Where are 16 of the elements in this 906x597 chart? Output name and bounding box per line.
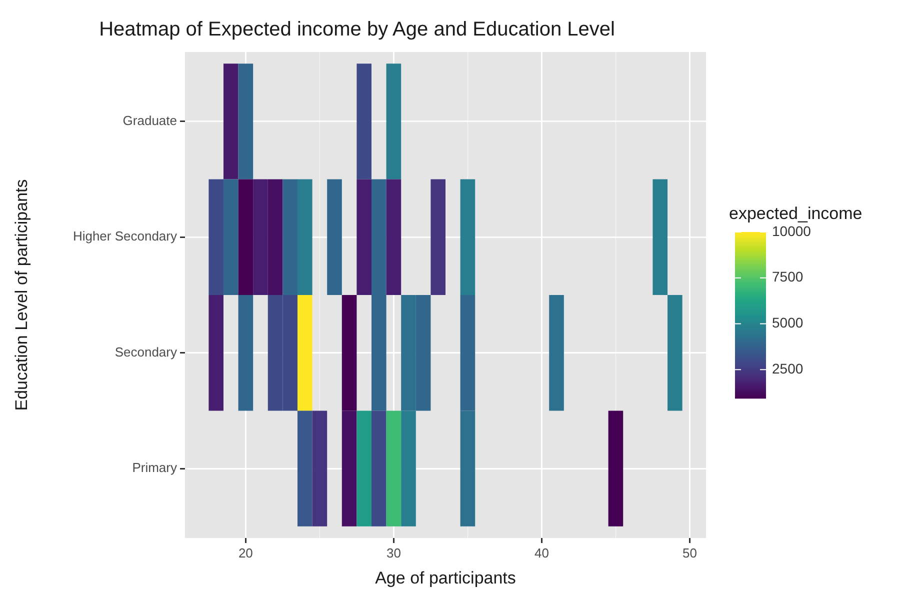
color-bar-label: 2500 xyxy=(772,360,804,376)
color-bar-label: 5000 xyxy=(772,314,804,331)
y-tick-label: Secondary xyxy=(114,344,178,360)
y-tick-label: Primary xyxy=(132,460,178,476)
x-tick-label: 50 xyxy=(682,545,697,560)
x-tick-label: 30 xyxy=(386,545,401,560)
y-tick-label: Graduate xyxy=(122,113,177,128)
x-axis-title: Age of participants xyxy=(375,568,516,588)
y-tick-label: Higher Secondary xyxy=(72,228,178,244)
color-bar-title: expected_income xyxy=(729,204,862,223)
x-tick-label: 20 xyxy=(238,545,253,560)
color-bar-label: 7500 xyxy=(772,268,804,285)
x-tick-label: 40 xyxy=(534,545,549,560)
y-axis-title: Education Level of participants xyxy=(12,179,31,411)
chart-title: Heatmap of Expected income by Age and Education Level xyxy=(99,18,615,41)
color-bar-label: 10000 xyxy=(772,222,812,239)
